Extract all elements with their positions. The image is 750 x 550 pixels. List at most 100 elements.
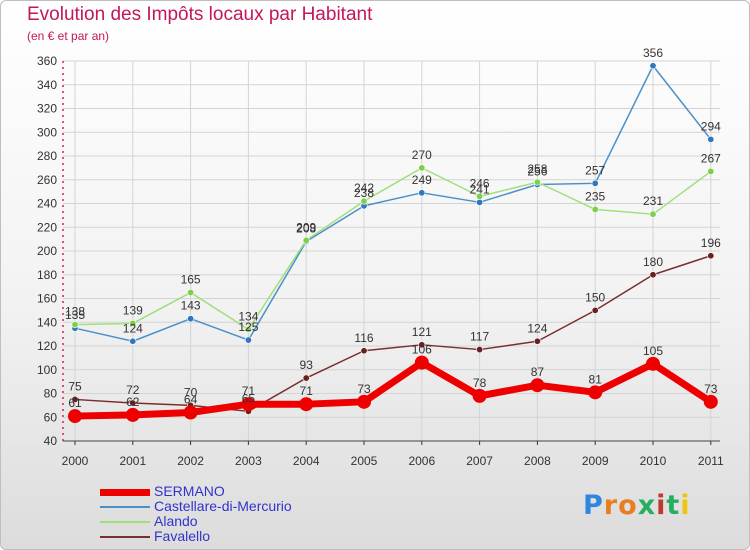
brand-letter: P: [583, 490, 604, 521]
x-tick-label: 2005: [351, 454, 378, 468]
x-tick-label: 2001: [119, 454, 146, 468]
data-label: 70: [184, 385, 198, 399]
y-tick-label: 300: [37, 125, 57, 139]
data-point: [244, 325, 252, 333]
brand-letter: o: [618, 490, 638, 521]
legend-label: Castellare-di-Mercurio: [154, 498, 292, 514]
x-tick-label: 2011: [698, 454, 724, 468]
legend-swatch: [100, 506, 150, 508]
legend-swatch: [100, 521, 150, 523]
data-point: [530, 378, 545, 393]
y-tick-label: 100: [37, 363, 57, 377]
data-label: 62: [126, 395, 140, 409]
data-point: [360, 347, 368, 355]
y-tick-label: 280: [37, 149, 57, 163]
data-point: [360, 197, 368, 205]
data-point: [299, 397, 314, 412]
data-point: [71, 321, 79, 329]
brand-letter: t: [666, 490, 681, 521]
data-label: 150: [585, 290, 605, 304]
data-point: [476, 198, 484, 206]
data-label: 256: [527, 165, 547, 179]
y-tick-label: 140: [37, 315, 57, 329]
data-point: [241, 397, 256, 412]
data-point: [646, 356, 660, 371]
data-label: 125: [238, 320, 258, 334]
data-label: 235: [585, 189, 605, 203]
proxiti-logo: Proxiti: [583, 490, 691, 521]
data-point: [302, 374, 310, 382]
brand-letter: i: [656, 490, 667, 521]
data-point: [125, 407, 140, 422]
data-label: 139: [123, 303, 143, 317]
data-label: 134: [238, 309, 258, 323]
x-tick-label: 2009: [582, 454, 609, 468]
data-label: 143: [181, 299, 201, 313]
data-label: 71: [300, 384, 314, 398]
data-label: 208: [296, 222, 316, 236]
data-label: 124: [527, 321, 547, 335]
data-point: [707, 167, 715, 175]
series-line-sermano: [71, 359, 715, 420]
data-point: [591, 205, 599, 213]
y-tick-label: 80: [44, 387, 58, 401]
y-tick-label: 240: [37, 197, 57, 211]
legend-label: Alando: [154, 513, 198, 529]
data-label: 117: [470, 330, 489, 344]
data-label: 138: [65, 305, 85, 319]
y-tick-label: 60: [44, 410, 58, 424]
chart-title: Evolution des Impôts locaux par Habitant: [27, 4, 373, 25]
legend-swatch: [100, 489, 150, 496]
brand-letter: i: [680, 490, 691, 521]
data-label: 241: [470, 182, 490, 196]
data-point: [244, 336, 252, 344]
data-point: [476, 192, 484, 200]
series-lines: [68, 62, 718, 424]
legend-label: Favalello: [154, 528, 211, 544]
y-tick-label: 320: [37, 102, 57, 116]
data-point: [183, 405, 198, 420]
series-line-alando: [74, 167, 712, 331]
data-label: 93: [300, 358, 314, 372]
data-point: [418, 341, 426, 349]
data-label: 75: [68, 379, 82, 393]
data-point: [357, 394, 371, 409]
legend-swatch: [100, 536, 150, 538]
data-label: 249: [412, 173, 432, 187]
data-label: 231: [643, 194, 663, 208]
y-tick-label: 40: [44, 434, 58, 448]
y-tick-label: 200: [37, 244, 57, 258]
data-point: [187, 315, 195, 323]
data-point: [302, 236, 310, 244]
data-label: 106: [412, 343, 432, 357]
data-label: 238: [354, 186, 374, 200]
axes: 40 60 80 100 120 140 160 180 200 220 240 260 280 300 3…: [37, 54, 724, 468]
data-label: 135: [65, 308, 85, 322]
y-tick-label: 160: [37, 292, 57, 306]
x-tick-label: 2006: [408, 454, 435, 468]
chart-subtitle: (en € et par an): [27, 29, 110, 43]
data-label: 81: [589, 372, 603, 386]
data-label: 165: [181, 273, 201, 287]
data-label: 73: [357, 382, 371, 396]
series-line-favalello: [74, 255, 712, 413]
data-label: 72: [126, 383, 140, 397]
data-point: [129, 399, 137, 407]
y-tick-label: 360: [37, 54, 57, 68]
data-label: 356: [643, 46, 663, 60]
x-tick-label: 2000: [62, 454, 89, 468]
data-label: 267: [701, 151, 721, 165]
y-tick-label: 120: [37, 339, 57, 353]
data-label: 124: [123, 321, 143, 335]
data-label: 257: [585, 163, 605, 177]
x-tick-label: 2010: [640, 454, 667, 468]
data-point: [418, 164, 426, 172]
x-tick-label: 2008: [524, 454, 551, 468]
x-tick-label: 2003: [235, 454, 262, 468]
data-label: 61: [68, 396, 82, 410]
data-label: 246: [470, 176, 490, 190]
series-line-castellare-di-mercurio: [74, 65, 712, 342]
data-point: [418, 189, 426, 197]
data-label: 242: [354, 181, 374, 195]
data-point: [129, 319, 137, 327]
